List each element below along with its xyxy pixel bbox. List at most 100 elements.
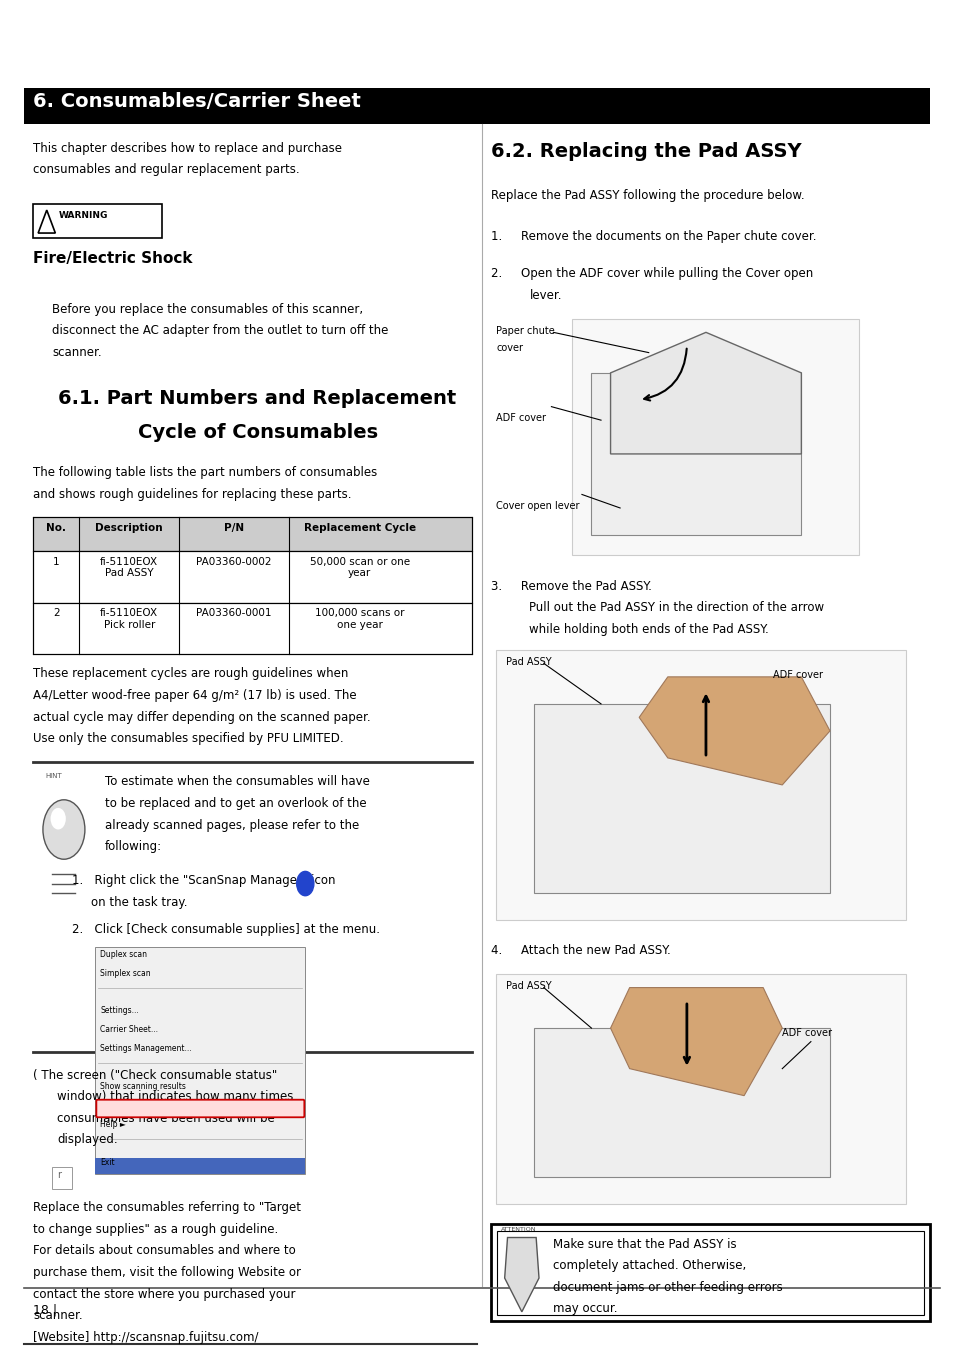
Text: 4.     Attach the new Pad ASSY.: 4. Attach the new Pad ASSY. [491, 944, 670, 958]
FancyBboxPatch shape [24, 88, 929, 124]
Text: contact the store where you purchased your: contact the store where you purchased yo… [33, 1288, 295, 1301]
FancyBboxPatch shape [534, 704, 829, 893]
Circle shape [43, 800, 85, 859]
Text: 6.2. Replacing the Pad ASSY: 6.2. Replacing the Pad ASSY [491, 142, 801, 161]
Text: Show scanning results: Show scanning results [100, 1082, 186, 1092]
FancyBboxPatch shape [572, 319, 858, 555]
Circle shape [51, 808, 66, 830]
Text: 1: 1 [53, 557, 59, 566]
Text: No.: No. [47, 523, 66, 532]
Text: ATTENTION: ATTENTION [500, 1227, 536, 1232]
FancyBboxPatch shape [33, 551, 472, 603]
Text: These replacement cycles are rough guidelines when: These replacement cycles are rough guide… [33, 667, 349, 681]
Text: ADF cover: ADF cover [772, 670, 821, 680]
Text: purchase them, visit the following Website or: purchase them, visit the following Websi… [33, 1266, 301, 1279]
Text: For details about consumables and where to: For details about consumables and where … [33, 1244, 295, 1258]
Text: scanner.: scanner. [52, 346, 102, 359]
Text: 6. Consumables/Carrier Sheet: 6. Consumables/Carrier Sheet [33, 92, 361, 111]
Text: Pull out the Pad ASSY in the direction of the arrow: Pull out the Pad ASSY in the direction o… [529, 601, 823, 615]
Text: Paper chute: Paper chute [496, 326, 555, 335]
Text: on the task tray.: on the task tray. [91, 896, 187, 909]
Text: actual cycle may differ depending on the scanned paper.: actual cycle may differ depending on the… [33, 711, 371, 724]
Text: document jams or other feeding errors: document jams or other feeding errors [553, 1281, 782, 1294]
FancyBboxPatch shape [591, 373, 801, 535]
Text: to be replaced and to get an overlook of the: to be replaced and to get an overlook of… [105, 797, 366, 811]
Text: Exit: Exit [100, 1158, 114, 1167]
Text: Pad ASSY: Pad ASSY [505, 657, 551, 666]
Text: WARNING: WARNING [59, 211, 109, 220]
Text: fi-5110EOX
Pick roller: fi-5110EOX Pick roller [100, 608, 158, 630]
Text: fi-5110EOX
Pad ASSY: fi-5110EOX Pad ASSY [100, 557, 158, 578]
Polygon shape [639, 677, 829, 785]
Text: Replace the Pad ASSY following the procedure below.: Replace the Pad ASSY following the proce… [491, 189, 804, 203]
Text: HINT: HINT [46, 773, 63, 778]
Text: scanner.: scanner. [33, 1309, 83, 1323]
Text: Help ►: Help ► [100, 1120, 126, 1129]
Text: Carrier Sheet...: Carrier Sheet... [100, 1025, 158, 1035]
Text: while holding both ends of the Pad ASSY.: while holding both ends of the Pad ASSY. [529, 623, 768, 636]
Text: P/N: P/N [224, 523, 244, 532]
Text: Check consumable supplies ...: Check consumable supplies ... [100, 1101, 215, 1111]
Circle shape [296, 871, 314, 896]
Text: ( The screen ("Check consumable status": ( The screen ("Check consumable status" [33, 1069, 277, 1082]
Text: Pad ASSY: Pad ASSY [505, 981, 551, 990]
Text: cover: cover [496, 343, 522, 353]
Text: Replacement Cycle: Replacement Cycle [303, 523, 416, 532]
Text: Cover open lever: Cover open lever [496, 501, 579, 511]
FancyBboxPatch shape [95, 1158, 305, 1174]
Text: To estimate when the consumables will have: To estimate when the consumables will ha… [105, 775, 370, 789]
FancyBboxPatch shape [33, 603, 472, 654]
Text: The following table lists the part numbers of consumables: The following table lists the part numbe… [33, 466, 377, 480]
FancyBboxPatch shape [534, 1028, 829, 1177]
Text: consumables and regular replacement parts.: consumables and regular replacement part… [33, 163, 299, 177]
Text: Use only the consumables specified by PFU LIMITED.: Use only the consumables specified by PF… [33, 732, 344, 746]
Text: S: S [302, 874, 308, 884]
Text: Cycle of Consumables: Cycle of Consumables [137, 423, 377, 442]
Text: r: r [57, 1170, 61, 1179]
Text: 100,000 scans or
one year: 100,000 scans or one year [314, 608, 404, 630]
FancyBboxPatch shape [33, 517, 472, 551]
Text: Settings...: Settings... [100, 1006, 139, 1016]
Text: to change supplies" as a rough guideline.: to change supplies" as a rough guideline… [33, 1223, 278, 1236]
FancyBboxPatch shape [491, 1224, 929, 1321]
Text: disconnect the AC adapter from the outlet to turn off the: disconnect the AC adapter from the outle… [52, 324, 389, 338]
Text: ADF cover: ADF cover [781, 1028, 831, 1038]
Text: 50,000 scan or one
year: 50,000 scan or one year [310, 557, 409, 578]
FancyBboxPatch shape [96, 1100, 304, 1117]
Text: Replace the consumables referring to "Target: Replace the consumables referring to "Ta… [33, 1201, 301, 1215]
Text: 2: 2 [53, 608, 59, 617]
Text: Duplex scan: Duplex scan [100, 950, 147, 959]
Polygon shape [610, 332, 801, 454]
Text: This chapter describes how to replace and purchase: This chapter describes how to replace an… [33, 142, 342, 155]
FancyBboxPatch shape [33, 204, 162, 238]
Text: lever.: lever. [529, 289, 561, 303]
Text: 1.   Right click the "ScanSnap Manager" icon: 1. Right click the "ScanSnap Manager" ic… [71, 874, 335, 888]
Text: Settings Management...: Settings Management... [100, 1044, 192, 1054]
Text: displayed.: displayed. [57, 1133, 118, 1147]
Text: 1.     Remove the documents on the Paper chute cover.: 1. Remove the documents on the Paper chu… [491, 230, 816, 243]
Text: 18 |: 18 | [33, 1304, 57, 1317]
Text: Description: Description [95, 523, 163, 532]
FancyBboxPatch shape [95, 947, 305, 1174]
Text: PA03360-0002: PA03360-0002 [196, 557, 272, 566]
FancyBboxPatch shape [52, 1167, 71, 1189]
Polygon shape [504, 1238, 538, 1312]
Text: consumables have been used will be: consumables have been used will be [57, 1112, 274, 1125]
Text: following:: following: [105, 840, 162, 854]
Text: [Website] http://scansnap.fujitsu.com/: [Website] http://scansnap.fujitsu.com/ [33, 1331, 258, 1344]
Text: ADF cover: ADF cover [496, 413, 545, 423]
Text: and shows rough guidelines for replacing these parts.: and shows rough guidelines for replacing… [33, 488, 352, 501]
Text: 6.1. Part Numbers and Replacement: 6.1. Part Numbers and Replacement [58, 389, 456, 408]
Text: Make sure that the Pad ASSY is: Make sure that the Pad ASSY is [553, 1238, 736, 1251]
Text: completely attached. Otherwise,: completely attached. Otherwise, [553, 1259, 746, 1273]
Text: 2.   Click [Check consumable supplies] at the menu.: 2. Click [Check consumable supplies] at … [71, 923, 379, 936]
Text: Simplex scan: Simplex scan [100, 969, 151, 978]
Text: window) that indicates how many times: window) that indicates how many times [57, 1090, 294, 1104]
Text: 3.     Remove the Pad ASSY.: 3. Remove the Pad ASSY. [491, 580, 652, 593]
Text: Fire/Electric Shock: Fire/Electric Shock [33, 251, 193, 266]
FancyBboxPatch shape [496, 650, 905, 920]
Polygon shape [610, 988, 781, 1096]
Text: PA03360-0001: PA03360-0001 [196, 608, 272, 617]
FancyBboxPatch shape [497, 1231, 923, 1315]
Text: Before you replace the consumables of this scanner,: Before you replace the consumables of th… [52, 303, 363, 316]
